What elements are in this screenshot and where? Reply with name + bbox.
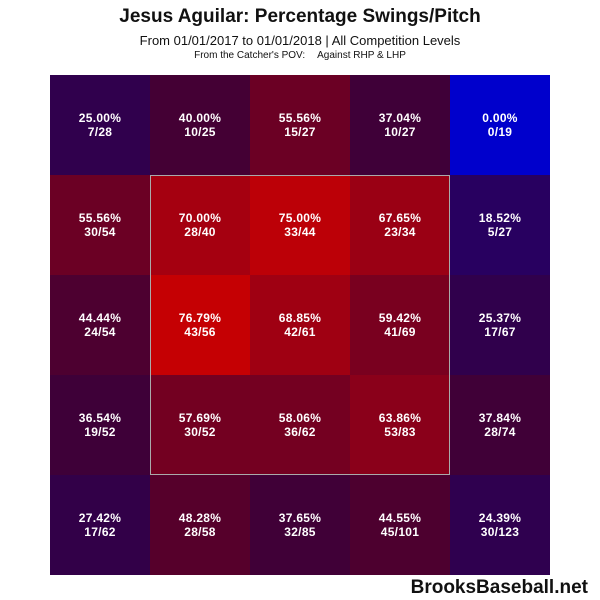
cell-count: 30/123	[480, 525, 520, 539]
heatmap-cell: 55.56% 30/54	[50, 175, 150, 275]
cell-count: 28/74	[484, 425, 516, 439]
cell-count: 28/58	[184, 525, 216, 539]
cell-count: 45/101	[380, 525, 420, 539]
heatmap-grid: 25.00% 7/28 40.00% 10/25 55.56% 15/27 37.04% 10…	[50, 75, 550, 575]
chart-subtitle: From 01/01/2017 to 01/01/2018 | All Comp…	[139, 33, 461, 48]
cell-percentage: 40.00%	[178, 111, 222, 125]
heatmap-cell: 55.56% 15/27	[250, 75, 350, 175]
heatmap-cell: 75.00% 33/44	[250, 175, 350, 275]
heatmap-cell: 18.52% 5/27	[450, 175, 550, 275]
heatmap-cell: 25.37% 17/67	[450, 275, 550, 375]
heatmap-cell: 37.65% 32/85	[250, 475, 350, 575]
cell-count: 43/56	[184, 325, 216, 339]
cell-percentage: 48.28%	[178, 511, 222, 525]
cell-count: 5/27	[487, 225, 513, 239]
heatmap-cell: 40.00% 10/25	[150, 75, 250, 175]
heatmap-cell: 70.00% 28/40	[150, 175, 250, 275]
heatmap-cell: 58.06% 36/62	[250, 375, 350, 475]
cell-percentage: 37.84%	[478, 411, 522, 425]
cell-percentage: 36.54%	[78, 411, 122, 425]
cell-percentage: 44.44%	[78, 311, 122, 325]
chart-pov-line: From the Catcher's POV: Against RHP & LHP	[0, 50, 600, 61]
cell-count: 32/85	[284, 525, 316, 539]
cell-count: 23/34	[384, 225, 416, 239]
heatmap-cell: 57.69% 30/52	[150, 375, 250, 475]
cell-percentage: 0.00%	[482, 111, 518, 125]
cell-count: 19/52	[84, 425, 116, 439]
cell-percentage: 57.69%	[178, 411, 222, 425]
heatmap-cell: 48.28% 28/58	[150, 475, 250, 575]
cell-count: 28/40	[184, 225, 216, 239]
heatmap-cell: 44.44% 24/54	[50, 275, 150, 375]
cell-percentage: 27.42%	[78, 511, 122, 525]
cell-percentage: 67.65%	[378, 211, 422, 225]
cell-percentage: 24.39%	[478, 511, 522, 525]
heatmap-cell: 67.65% 23/34	[350, 175, 450, 275]
cell-percentage: 76.79%	[178, 311, 222, 325]
chart-title: Jesus Aguilar: Percentage Swings/Pitch	[119, 6, 481, 27]
cell-count: 30/54	[84, 225, 116, 239]
brand-watermark: BrooksBaseball.net	[410, 577, 588, 598]
heatmap-cell: 68.85% 42/61	[250, 275, 350, 375]
cell-percentage: 75.00%	[278, 211, 322, 225]
heatmap-cell: 37.04% 10/27	[350, 75, 450, 175]
cell-percentage: 55.56%	[78, 211, 122, 225]
cell-count: 33/44	[284, 225, 316, 239]
cell-percentage: 68.85%	[278, 311, 322, 325]
cell-percentage: 18.52%	[478, 211, 522, 225]
pov-label: From the Catcher's POV:	[194, 50, 306, 61]
heatmap-cell: 44.55% 45/101	[350, 475, 450, 575]
cell-count: 24/54	[84, 325, 116, 339]
cell-percentage: 70.00%	[178, 211, 222, 225]
heatmap-cell: 24.39% 30/123	[450, 475, 550, 575]
heatmap-cell: 63.86% 53/83	[350, 375, 450, 475]
cell-count: 53/83	[384, 425, 416, 439]
cell-count: 42/61	[284, 325, 316, 339]
cell-count: 17/67	[484, 325, 516, 339]
cell-percentage: 55.56%	[278, 111, 322, 125]
heatmap-cell: 27.42% 17/62	[50, 475, 150, 575]
heatmap-cell: 76.79% 43/56	[150, 275, 250, 375]
cell-percentage: 63.86%	[378, 411, 422, 425]
heatmap-cell: 59.42% 41/69	[350, 275, 450, 375]
heatmap-cell: 25.00% 7/28	[50, 75, 150, 175]
cell-percentage: 44.55%	[378, 511, 422, 525]
cell-count: 41/69	[384, 325, 416, 339]
cell-count: 15/27	[284, 125, 316, 139]
cell-count: 17/62	[84, 525, 116, 539]
cell-count: 10/27	[384, 125, 416, 139]
cell-percentage: 59.42%	[378, 311, 422, 325]
cell-percentage: 58.06%	[278, 411, 322, 425]
cell-count: 36/62	[284, 425, 316, 439]
cell-percentage: 37.04%	[378, 111, 422, 125]
cell-percentage: 25.37%	[478, 311, 522, 325]
cell-percentage: 25.00%	[78, 111, 122, 125]
cell-percentage: 37.65%	[278, 511, 322, 525]
heatmap-cell: 0.00% 0/19	[450, 75, 550, 175]
pitcher-hand-label: Against RHP & LHP	[317, 50, 406, 61]
cell-count: 7/28	[87, 125, 113, 139]
cell-count: 0/19	[487, 125, 513, 139]
heatmap-cell: 37.84% 28/74	[450, 375, 550, 475]
cell-count: 30/52	[184, 425, 216, 439]
heatmap-cell: 36.54% 19/52	[50, 375, 150, 475]
cell-count: 10/25	[184, 125, 216, 139]
